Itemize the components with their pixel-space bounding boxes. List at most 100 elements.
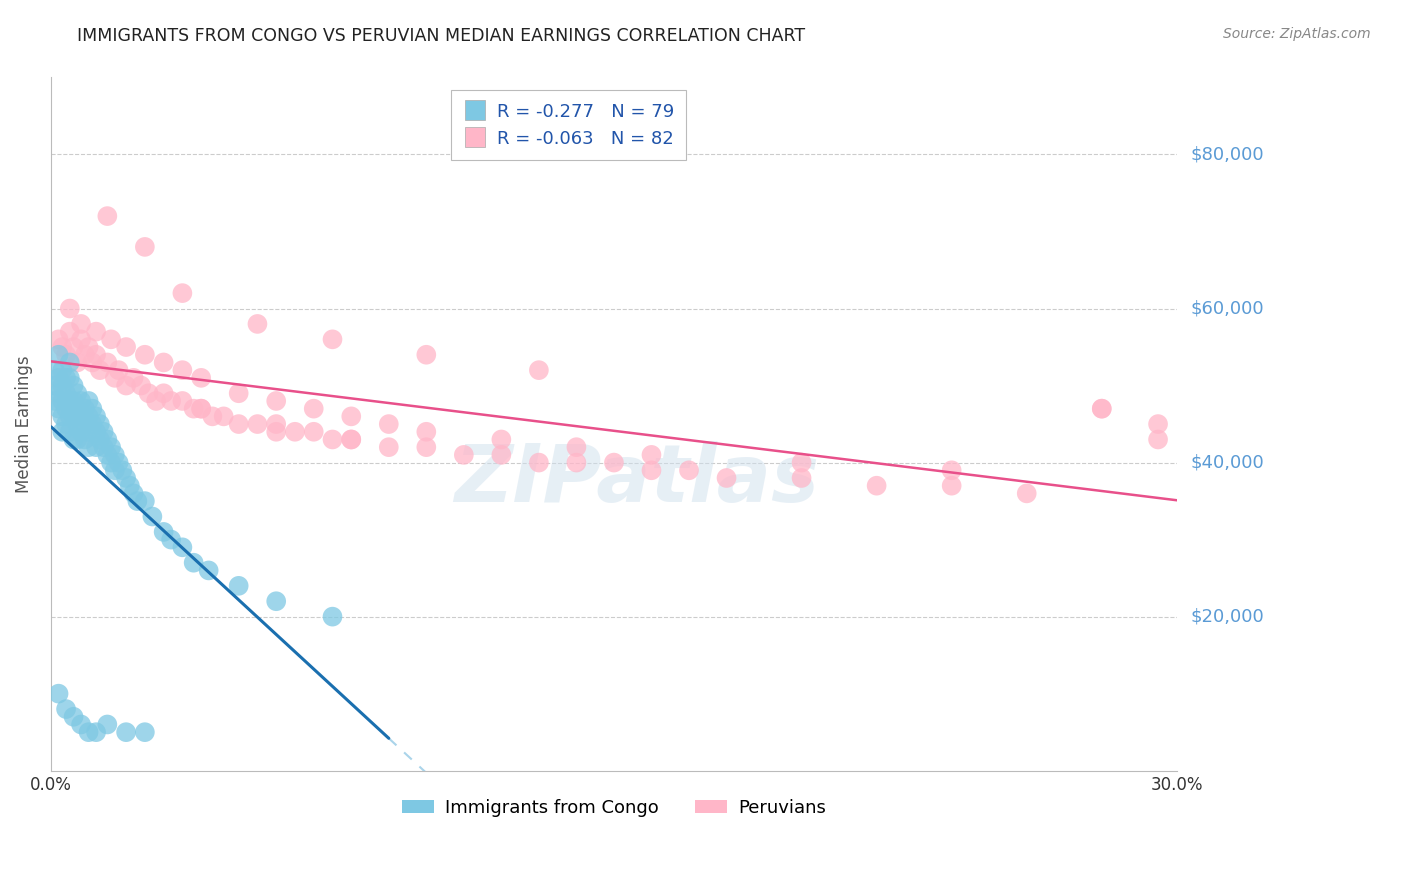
Point <box>55 401 77 416</box>
Point <box>127 494 149 508</box>
Point <box>59 394 82 409</box>
Text: $20,000: $20,000 <box>1191 607 1264 625</box>
Point <box>172 541 194 555</box>
Point <box>100 440 122 454</box>
Point <box>302 401 325 416</box>
Point <box>640 463 662 477</box>
Point <box>1091 401 1114 416</box>
Point <box>77 440 100 454</box>
Point <box>77 340 100 354</box>
Point <box>96 717 118 731</box>
Point <box>640 448 662 462</box>
Point <box>790 456 813 470</box>
Point <box>48 687 70 701</box>
Text: ZIPatlas: ZIPatlas <box>454 441 818 518</box>
Point <box>51 340 73 354</box>
Point <box>107 456 129 470</box>
Point <box>183 556 205 570</box>
Point <box>941 478 963 492</box>
Point <box>104 463 127 477</box>
Point <box>678 463 700 477</box>
Point <box>160 394 183 409</box>
Point <box>59 371 82 385</box>
Point <box>62 340 84 354</box>
Point <box>160 533 183 547</box>
Point <box>118 478 141 492</box>
Point <box>84 325 107 339</box>
Point <box>152 524 174 539</box>
Point <box>59 425 82 439</box>
Point <box>228 579 250 593</box>
Point <box>228 417 250 431</box>
Point <box>84 440 107 454</box>
Point <box>70 409 93 424</box>
Point <box>66 355 89 369</box>
Point <box>491 448 513 462</box>
Point <box>491 433 513 447</box>
Point <box>145 394 167 409</box>
Point <box>62 409 84 424</box>
Y-axis label: Median Earnings: Median Earnings <box>15 355 32 493</box>
Point <box>941 463 963 477</box>
Point <box>84 425 107 439</box>
Point <box>73 417 96 431</box>
Point <box>93 425 115 439</box>
Point <box>51 409 73 424</box>
Point <box>62 378 84 392</box>
Point <box>716 471 738 485</box>
Point <box>107 363 129 377</box>
Point <box>70 332 93 346</box>
Point <box>134 725 156 739</box>
Point <box>77 725 100 739</box>
Point <box>96 355 118 369</box>
Point <box>183 401 205 416</box>
Point <box>1091 401 1114 416</box>
Text: Source: ZipAtlas.com: Source: ZipAtlas.com <box>1223 27 1371 41</box>
Point <box>321 332 343 346</box>
Point <box>55 386 77 401</box>
Point <box>453 448 475 462</box>
Point <box>172 363 194 377</box>
Point <box>340 433 363 447</box>
Point <box>378 440 401 454</box>
Point <box>340 409 363 424</box>
Point <box>134 494 156 508</box>
Point <box>104 448 127 462</box>
Point <box>122 371 145 385</box>
Point <box>77 394 100 409</box>
Point <box>284 425 307 439</box>
Point <box>44 394 66 409</box>
Point <box>48 348 70 362</box>
Point <box>66 433 89 447</box>
Point <box>48 386 70 401</box>
Text: $60,000: $60,000 <box>1191 300 1264 318</box>
Legend: Immigrants from Congo, Peruvians: Immigrants from Congo, Peruvians <box>395 791 834 824</box>
Point <box>115 340 138 354</box>
Point <box>190 401 212 416</box>
Point <box>565 440 588 454</box>
Point <box>141 509 163 524</box>
Point <box>212 409 235 424</box>
Point <box>82 401 104 416</box>
Point <box>111 463 134 477</box>
Point <box>865 478 887 492</box>
Point <box>55 371 77 385</box>
Point <box>96 448 118 462</box>
Point <box>152 386 174 401</box>
Point <box>59 301 82 316</box>
Point <box>62 710 84 724</box>
Point <box>302 425 325 439</box>
Point <box>55 702 77 716</box>
Point <box>340 433 363 447</box>
Point <box>96 433 118 447</box>
Point <box>55 417 77 431</box>
Point <box>84 348 107 362</box>
Point <box>51 378 73 392</box>
Point <box>89 417 111 431</box>
Point <box>84 725 107 739</box>
Point <box>59 409 82 424</box>
Point <box>246 417 269 431</box>
Point <box>264 417 287 431</box>
Point <box>122 486 145 500</box>
Text: $40,000: $40,000 <box>1191 453 1264 472</box>
